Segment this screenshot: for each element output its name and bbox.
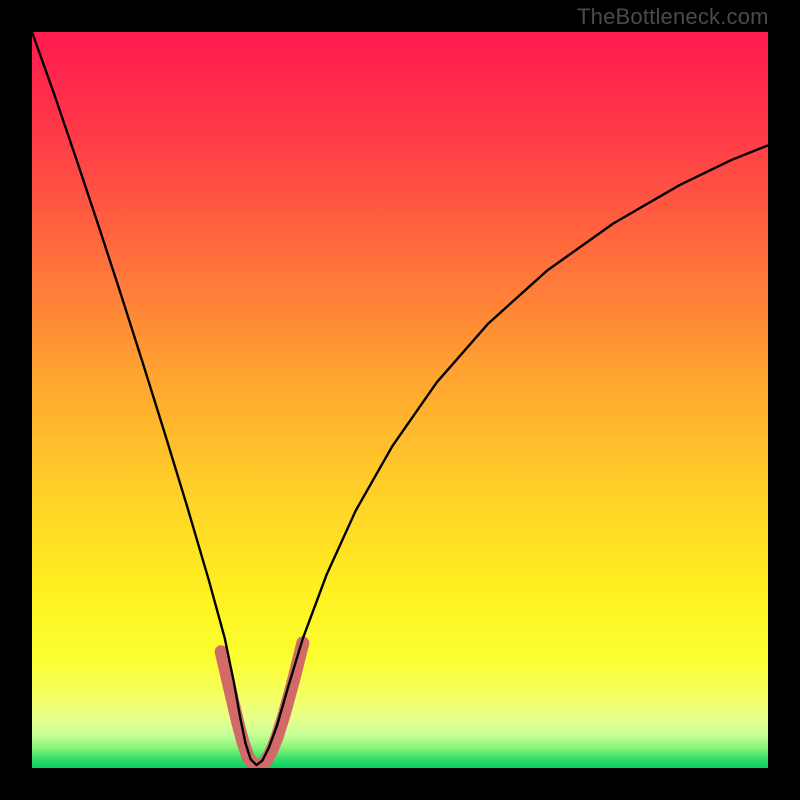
plot-background — [32, 32, 768, 768]
chart-frame: TheBottleneck.com — [0, 0, 800, 800]
watermark-label: TheBottleneck.com — [577, 4, 769, 30]
bottleneck-chart — [32, 32, 768, 768]
